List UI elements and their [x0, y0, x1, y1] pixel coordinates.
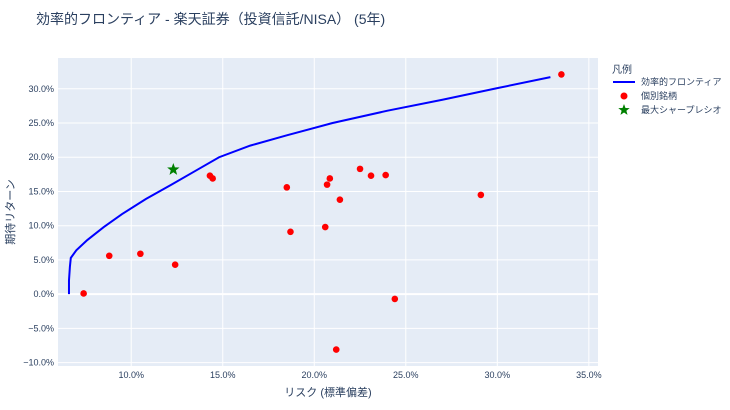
max-sharpe-star — [167, 163, 180, 175]
asset-point — [477, 191, 485, 199]
asset-point — [209, 175, 216, 182]
asset-point — [558, 71, 565, 78]
y-axis: −10.0% −5.0% 0.0% 5.0% 10.0% 15.0% 20.0% 25.0% 3… — [23, 84, 54, 368]
asset-point — [321, 223, 329, 231]
legend: 凡例 効率的フロンティア 個別銘柄 最大シャープレシオ — [612, 63, 721, 115]
x-tick-label: 30.0% — [485, 370, 511, 380]
series-layer — [67, 71, 565, 353]
y-tick-label: 15.0% — [28, 186, 54, 196]
legend-item-assets[interactable]: 個別銘柄 — [620, 90, 678, 101]
legend-label-max-sharpe: 最大シャープレシオ — [641, 104, 721, 115]
asset-point — [367, 172, 375, 180]
asset-point — [283, 184, 291, 191]
asset-point — [356, 165, 364, 173]
y-tick-label: 30.0% — [28, 84, 54, 94]
legend-label-frontier: 効率的フロンティア — [641, 76, 721, 87]
asset-point — [287, 228, 294, 236]
y-tick-label: −5.0% — [28, 323, 54, 333]
legend-title: 凡例 — [612, 63, 632, 76]
frontier-line — [67, 76, 551, 295]
asset-point — [137, 250, 144, 258]
grid — [58, 58, 598, 366]
y-tick-label: 0.0% — [33, 289, 54, 299]
x-tick-label: 10.0% — [118, 370, 144, 380]
asset-point — [382, 171, 389, 179]
y-tick-label: 10.0% — [28, 221, 54, 231]
x-axis-title: リスク (標準偏差) — [284, 385, 371, 399]
asset-point — [326, 175, 334, 182]
asset-point — [332, 346, 340, 353]
asset-point — [105, 252, 113, 260]
legend-item-max-sharpe[interactable]: 最大シャープレシオ — [618, 104, 721, 115]
x-tick-label: 20.0% — [302, 370, 328, 380]
x-tick-label: 35.0% — [576, 370, 602, 380]
chart-title: 効率的フロンティア - 楽天証券（投資信託/NISA） (5年) — [36, 11, 385, 27]
y-axis-title: 期待リターン — [3, 179, 17, 244]
plot-area — [58, 58, 598, 366]
x-tick-label: 25.0% — [393, 370, 419, 380]
legend-star-icon — [618, 104, 630, 115]
asset-point — [323, 181, 331, 188]
y-tick-label: −10.0% — [23, 358, 54, 368]
legend-item-frontier[interactable]: 効率的フロンティア — [613, 76, 721, 87]
asset-point — [391, 295, 399, 303]
y-tick-label: 20.0% — [28, 152, 54, 162]
x-tick-label: 15.0% — [210, 370, 236, 380]
y-tick-label: 25.0% — [28, 118, 54, 128]
x-axis: 10.0% 15.0% 20.0% 25.0% 30.0% 35.0% — [118, 370, 601, 380]
asset-point — [171, 261, 179, 269]
asset-point — [80, 290, 87, 297]
asset-point — [336, 196, 344, 203]
legend-dot-symbol — [620, 92, 628, 100]
legend-label-assets: 個別銘柄 — [641, 90, 677, 101]
y-tick-label: 5.0% — [33, 255, 54, 265]
